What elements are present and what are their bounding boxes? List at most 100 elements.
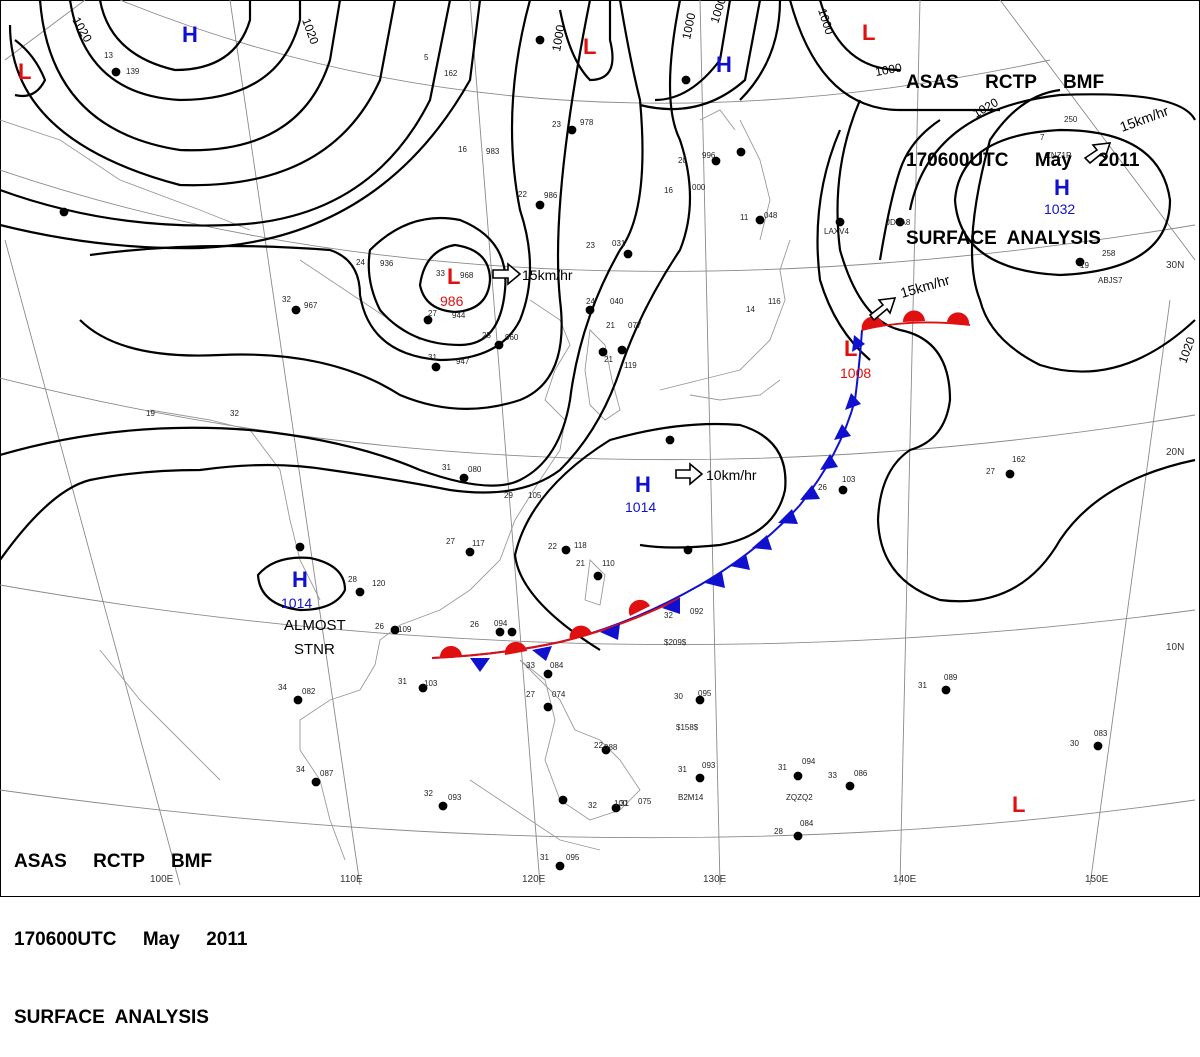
station-temp: 22 xyxy=(518,190,527,199)
lat-label: 30N xyxy=(1166,260,1184,271)
station-pressure: 031 xyxy=(612,239,626,248)
pressure-system-letters: L H L H L H L L H H L xyxy=(18,20,1070,817)
station-pressure: 000 xyxy=(692,183,706,192)
station-temp: 19 xyxy=(1080,261,1089,270)
station-temp: 22 xyxy=(594,741,603,750)
station-temp: 23 xyxy=(586,241,595,250)
isobar-label: 1000 xyxy=(874,60,903,78)
fronts xyxy=(431,310,971,672)
high-symbol: H xyxy=(716,52,732,77)
surface-analysis-map: 13 139 5 162 23 978 16 983 22 986 16 000… xyxy=(0,0,1200,897)
station-pressure: 258 xyxy=(1102,249,1116,258)
lon-label: 100E xyxy=(150,874,174,885)
station-pressure: 086 xyxy=(854,769,868,778)
parallel-lines xyxy=(0,0,1196,839)
longitude-labels: 100E 110E 120E 130E 140E 150E xyxy=(150,874,1109,885)
station-pressure: 32 xyxy=(230,409,239,418)
station-pressure: 986 xyxy=(544,191,558,200)
station-temp: 26 xyxy=(818,483,827,492)
station-pressure: 118 xyxy=(574,541,587,550)
station-pressure: 960 xyxy=(505,333,519,342)
station-temp: 22 xyxy=(548,542,557,551)
station-temp: 14 xyxy=(746,305,755,314)
station-temp: 13 xyxy=(104,51,113,60)
station-pressure: 103 xyxy=(424,679,438,688)
station-pressure: 080 xyxy=(468,465,482,474)
station-pressure: 083 xyxy=(1094,729,1108,738)
low-pressure-value: 1008 xyxy=(840,365,871,381)
station-temp: 31 xyxy=(442,463,451,472)
lon-label: 130E xyxy=(703,874,727,885)
station-temp: 23 xyxy=(552,120,561,129)
station-pressure: 116 xyxy=(768,297,781,306)
station-pressure: 105 xyxy=(528,491,542,500)
stnr-label: STNR xyxy=(294,641,335,658)
station-pressure: 095 xyxy=(566,853,580,862)
station-pressure: 983 xyxy=(486,147,500,156)
header-line-1: ASAS RCTP BMF xyxy=(14,851,213,872)
lon-label: 110E xyxy=(340,874,363,885)
station-temp: 21 xyxy=(606,321,615,330)
station-temp: 33 xyxy=(436,269,445,278)
header-bottom-left: ASAS RCTP BMF 170600UTC May 2011 SURFACE… xyxy=(14,797,247,1057)
station-id: ZNZ1P xyxy=(1046,151,1071,160)
high-pressure-value: 1014 xyxy=(281,595,312,611)
stationary-note: ALMOST STNR xyxy=(284,617,346,658)
low-pressure-value: 986 xyxy=(440,293,464,309)
station-numbers: 13 139 5 162 23 978 16 983 22 986 16 000… xyxy=(104,51,1116,862)
station-temp: 28 xyxy=(348,575,357,584)
isobar-label: 1000 xyxy=(679,11,698,40)
motion-speed-label: 10km/hr xyxy=(706,467,757,483)
station-temp: 19 xyxy=(146,409,155,418)
station-pressure: 110 xyxy=(602,559,615,568)
latitude-labels: 30N 20N 10N xyxy=(1166,260,1184,653)
high-pressure-value: 1014 xyxy=(625,499,656,515)
low-symbol: L xyxy=(18,59,31,84)
station-temp: 29 xyxy=(504,491,513,500)
station-pressure: 040 xyxy=(610,297,624,306)
station-temp: 33 xyxy=(828,771,837,780)
station-temp: 11 xyxy=(740,213,749,222)
station-pressure: 968 xyxy=(460,271,474,280)
meridian-lines xyxy=(4,0,1196,886)
station-id: $209$ xyxy=(664,638,687,647)
lon-label: 150E xyxy=(1085,874,1109,885)
station-pressure: 095 xyxy=(698,689,712,698)
station-temp: 32 xyxy=(424,789,433,798)
station-pressure: 139 xyxy=(126,67,140,76)
station-pressure: 082 xyxy=(302,687,316,696)
station-temp: 32 xyxy=(664,611,673,620)
pressure-system-values: 1032 986 1008 1014 1014 xyxy=(281,201,1075,611)
station-pressure: 250 xyxy=(1064,115,1078,124)
station-temp: 32 xyxy=(282,295,291,304)
station-temp: 16 xyxy=(458,145,467,154)
station-temp: 30 xyxy=(1070,739,1079,748)
header-top-right: ASAS RCTP BMF 170600UTC May 2011 SURFACE… xyxy=(906,18,1139,278)
station-temp: 31 xyxy=(620,799,629,808)
station-pressure: 084 xyxy=(550,661,564,670)
station-pressure: 119 xyxy=(624,361,637,370)
station-temp: 31 xyxy=(398,677,407,686)
station-ids: ZQZQ2 B2M14 $158$ $209$ ABJS7 JDVA8 LAXV… xyxy=(664,151,1123,802)
high-symbol: H xyxy=(292,567,308,592)
station-pressure: 936 xyxy=(380,259,394,268)
station-pressure: 996 xyxy=(702,151,716,160)
station-pressure: 089 xyxy=(944,673,958,682)
station-temp: 21 xyxy=(576,559,585,568)
station-pressure: 077 xyxy=(628,321,642,330)
station-pressure: 092 xyxy=(690,607,704,616)
isobar-label: 1000 xyxy=(549,23,567,52)
station-temp: 26 xyxy=(375,622,384,631)
station-id: B2M14 xyxy=(678,793,704,802)
header-line-1: ASAS RCTP BMF xyxy=(906,72,1105,93)
station-temp: 31 xyxy=(428,353,437,362)
station-temp: 34 xyxy=(296,765,305,774)
station-pressure: 120 xyxy=(372,579,386,588)
station-temp: 30 xyxy=(674,692,683,701)
station-temp: 27 xyxy=(526,690,535,699)
high-pressure-value: 1032 xyxy=(1044,201,1075,217)
station-pressure: 117 xyxy=(472,539,485,548)
station-temp: 5 xyxy=(424,53,429,62)
station-markers xyxy=(59,35,1103,871)
station-pressure: 100 xyxy=(614,799,628,808)
